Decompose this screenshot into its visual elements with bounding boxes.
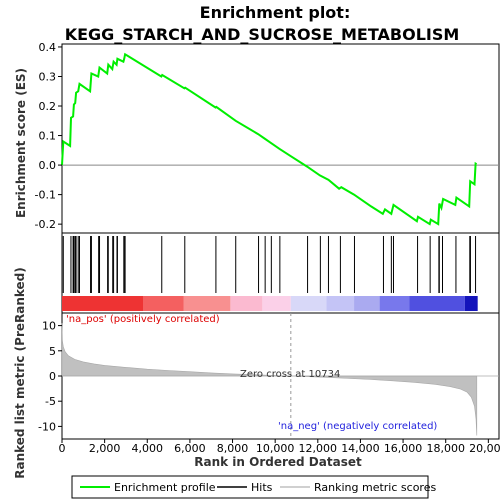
metric-area-group bbox=[61, 313, 499, 439]
metric-ytick-label-3: -5 bbox=[45, 395, 56, 408]
es-ytick-label-0: 0.4 bbox=[39, 41, 57, 54]
color-bar-segment-9 bbox=[409, 296, 465, 311]
xtick-label-3: 6,000 bbox=[174, 442, 206, 455]
chart-subtitle: KEGG_STARCH_AND_SUCROSE_METABOLISM bbox=[65, 25, 460, 44]
metric-y-axis: 10 5 0 -5 -10 bbox=[38, 320, 62, 433]
es-ytick-label-3: 0.1 bbox=[39, 130, 57, 143]
es-curve-group bbox=[61, 52, 499, 226]
color-bar-segment-1 bbox=[143, 296, 184, 311]
color-bar-segment-5 bbox=[290, 296, 327, 311]
color-bar-segment-10 bbox=[464, 296, 478, 311]
xtick-label-0: 0 bbox=[59, 442, 66, 455]
color-bar-segment-0 bbox=[62, 296, 144, 311]
legend-label-enrichment: Enrichment profile bbox=[114, 481, 216, 494]
xtick-label-5: 10,000 bbox=[256, 442, 295, 455]
color-bar-segment-8 bbox=[379, 296, 410, 311]
metric-ytick-label-0: 10 bbox=[42, 320, 56, 333]
es-ytick-label-2: 0.2 bbox=[39, 100, 57, 113]
xtick-label-7: 14,000 bbox=[341, 442, 380, 455]
metric-ytick-label-1: 5 bbox=[49, 345, 56, 358]
neg-label: 'na_neg' (negatively correlated) bbox=[278, 421, 437, 432]
xtick-label-9: 18,000 bbox=[426, 442, 465, 455]
x-axis-label: Rank in Ordered Dataset bbox=[194, 455, 362, 469]
ranked-color-bar bbox=[62, 296, 478, 311]
xtick-label-6: 12,000 bbox=[299, 442, 338, 455]
es-curve bbox=[61, 52, 478, 226]
legend-label-metric: Ranking metric scores bbox=[314, 481, 436, 494]
hits-group bbox=[62, 236, 477, 293]
metric-ytick-label-2: 0 bbox=[49, 370, 56, 383]
es-ytick-label-1: 0.3 bbox=[39, 70, 57, 83]
es-ytick-label-6: -0.2 bbox=[35, 218, 56, 231]
zero-cross-label: Zero cross at 10734 bbox=[240, 369, 340, 380]
pos-label: 'na_pos' (positively correlated) bbox=[66, 314, 220, 325]
color-bar-segment-3 bbox=[230, 296, 263, 311]
xtick-label-2: 4,000 bbox=[132, 442, 164, 455]
legend-box bbox=[71, 475, 429, 499]
xtick-label-8: 16,000 bbox=[384, 442, 423, 455]
color-bar-segment-2 bbox=[183, 296, 231, 311]
xtick-label-10: 20,000 bbox=[469, 442, 500, 455]
chart-title: Enrichment plot: bbox=[200, 3, 351, 22]
color-bar-segment-7 bbox=[354, 296, 380, 311]
metric-area bbox=[61, 323, 478, 436]
es-y-axis: 0.4 0.3 0.2 0.1 0.0 -0.1 -0.2 bbox=[35, 41, 62, 231]
es-ytick-label-4: 0.0 bbox=[39, 159, 57, 172]
metric-ylabel: Ranked list metric (PreRanked) bbox=[13, 267, 27, 479]
legend-label-hits: Hits bbox=[251, 481, 273, 494]
color-bar-segment-6 bbox=[326, 296, 355, 311]
es-ytick-label-5: -0.1 bbox=[35, 189, 56, 202]
color-bar-segment-4 bbox=[262, 296, 291, 311]
xtick-label-1: 2,000 bbox=[89, 442, 121, 455]
es-ylabel: Enrichment score (ES) bbox=[14, 68, 28, 218]
metric-ytick-label-4: -10 bbox=[38, 420, 56, 433]
xtick-label-4: 8,000 bbox=[217, 442, 249, 455]
x-axis: 0 2,000 4,000 6,000 8,000 10,000 12,000 14,000 1… bbox=[59, 439, 500, 455]
